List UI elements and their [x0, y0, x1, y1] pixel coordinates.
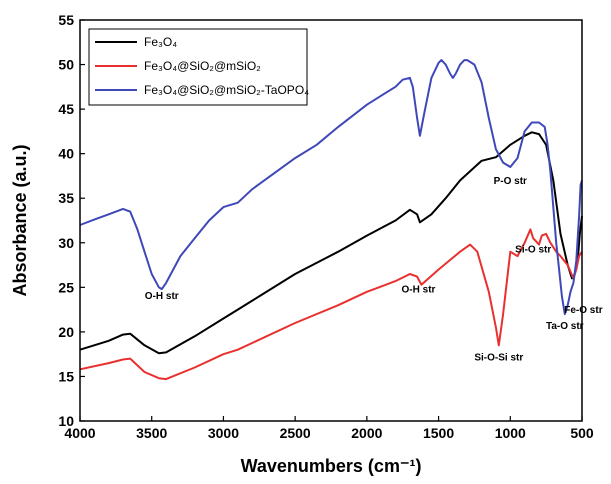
y-tick-label: 20 — [58, 324, 74, 340]
y-tick-label: 25 — [58, 279, 74, 295]
y-tick-label: 50 — [58, 57, 74, 73]
x-tick-label: 500 — [570, 425, 594, 441]
y-tick-label: 55 — [58, 12, 74, 28]
peak-annotation: O-H str — [402, 285, 436, 296]
x-tick-label: 2500 — [280, 425, 311, 441]
y-tick-label: 30 — [58, 235, 74, 251]
y-tick-label: 15 — [58, 368, 74, 384]
y-axis-title: Absorbance (a.u.) — [10, 144, 30, 296]
y-tick-label: 45 — [58, 101, 74, 117]
series-line-2 — [79, 228, 583, 381]
series-group — [79, 59, 583, 381]
series-line-3 — [79, 59, 583, 316]
peak-annotation: Ta-O str — [546, 321, 584, 332]
peak-annotation: O-H str — [145, 291, 179, 302]
y-tick-label: 35 — [58, 190, 74, 206]
x-tick-label: 3500 — [136, 425, 167, 441]
y-tick-label: 40 — [58, 146, 74, 162]
legend-entry: Fe₃O₄@SiO₂@mSiO₂-TaOPO₄ — [144, 83, 309, 97]
annotations: O-H str O-H str P-O str Si-O str Si-O-Si str… — [145, 176, 603, 363]
peak-annotation: Fe-O str — [564, 305, 602, 316]
peak-annotation: Si-O str — [515, 245, 551, 256]
x-tick-label: 3000 — [208, 425, 239, 441]
legend-entry: Fe₃O₄@SiO₂@mSiO₂ — [144, 59, 261, 73]
y-tick-label: 10 — [58, 413, 74, 429]
peak-annotation: Si-O-Si str — [474, 352, 523, 363]
x-tick-label: 2000 — [351, 425, 382, 441]
x-tick-label: 1500 — [423, 425, 454, 441]
legend: Fe₃O₄ Fe₃O₄@SiO₂@mSiO₂ Fe₃O₄@SiO₂@mSiO₂-Ta… — [88, 28, 309, 106]
x-axis-title: Wavenumbers (cm⁻¹) — [241, 456, 422, 476]
x-tick-label: 4000 — [64, 425, 95, 441]
axis-ticks: 4000 3500 3000 2500 2000 1500 1000 500 10 15 20 25 3… — [58, 12, 593, 441]
x-tick-label: 1000 — [495, 425, 526, 441]
legend-entry: Fe₃O₄ — [144, 35, 177, 49]
series-line-1 — [79, 131, 583, 355]
peak-annotation: P-O str — [494, 176, 527, 187]
plot-frame — [79, 19, 583, 422]
